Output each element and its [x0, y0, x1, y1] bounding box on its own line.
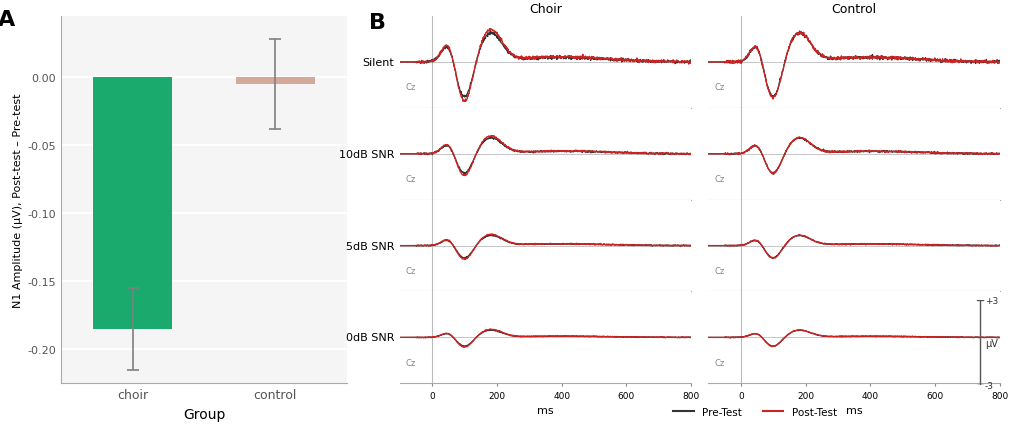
Bar: [93, 78, 171, 329]
X-axis label: ms: ms: [845, 406, 861, 415]
Title: Control: Control: [830, 3, 875, 16]
Text: Cz: Cz: [713, 83, 723, 92]
Text: B: B: [369, 13, 386, 33]
Title: Choir: Choir: [529, 3, 561, 16]
Text: +3: +3: [984, 296, 997, 305]
Bar: [235, 78, 314, 85]
Y-axis label: 0dB SNR: 0dB SNR: [345, 333, 394, 343]
Y-axis label: 5dB SNR: 5dB SNR: [345, 241, 394, 251]
Text: Cz: Cz: [406, 175, 416, 184]
Text: μV: μV: [984, 338, 997, 348]
Text: A: A: [0, 10, 15, 30]
Text: Cz: Cz: [713, 175, 723, 184]
Y-axis label: 10dB SNR: 10dB SNR: [338, 150, 394, 159]
Legend: Pre-Test, Post-Test: Pre-Test, Post-Test: [667, 403, 841, 421]
Text: Cz: Cz: [406, 266, 416, 275]
Text: Cz: Cz: [406, 83, 416, 92]
Y-axis label: Silent: Silent: [362, 58, 394, 68]
Text: Cz: Cz: [406, 358, 416, 367]
X-axis label: ms: ms: [537, 406, 553, 415]
Y-axis label: N1 Amplitude (μV), Post-test – Pre-test: N1 Amplitude (μV), Post-test – Pre-test: [13, 93, 23, 307]
Text: Cz: Cz: [713, 266, 723, 275]
Text: Cz: Cz: [713, 358, 723, 367]
X-axis label: Group: Group: [182, 407, 225, 421]
Text: -3: -3: [984, 381, 993, 390]
